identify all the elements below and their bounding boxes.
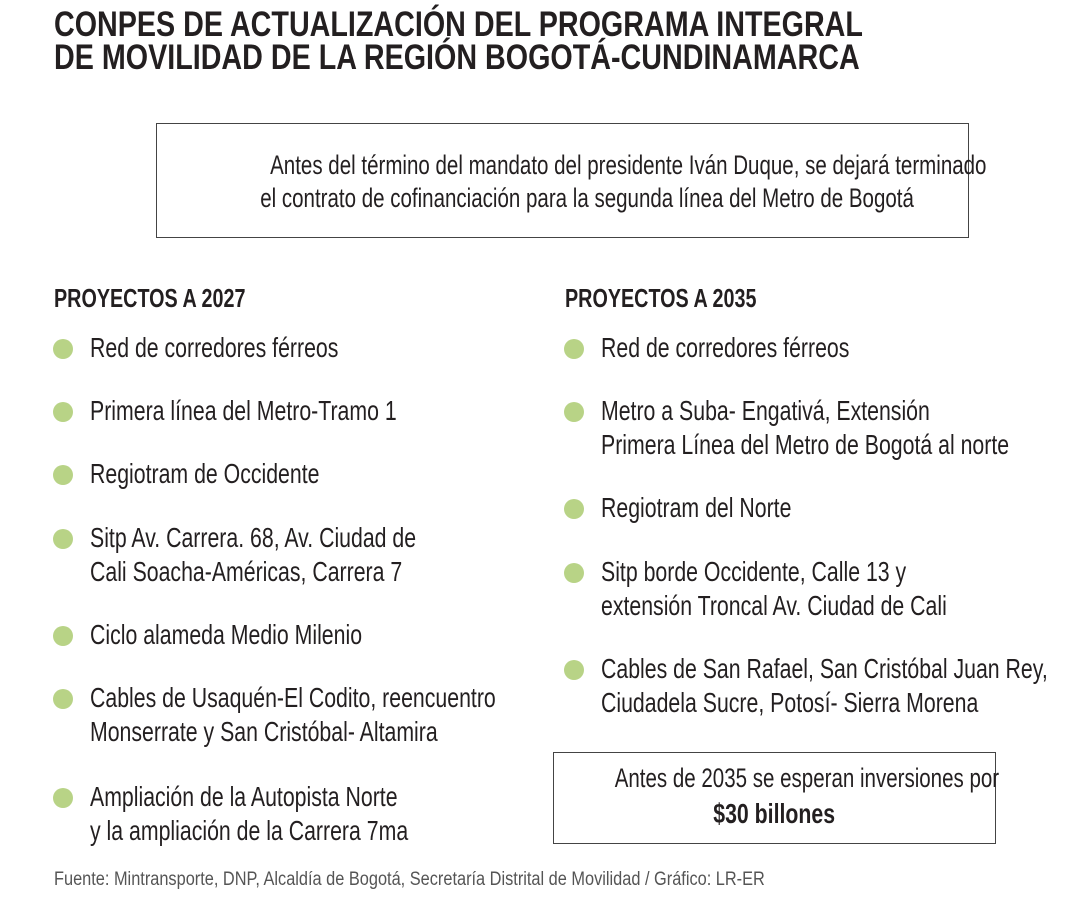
bullet-icon	[564, 660, 584, 680]
list-item: Primera línea del Metro-Tramo 1	[53, 394, 494, 428]
item-text: Ciudadela Sucre, Potosí- Sierra Morena	[601, 687, 979, 718]
bullet-icon	[564, 339, 584, 359]
bullet-icon	[564, 499, 584, 519]
item-text: Sitp borde Occidente, Calle 13 y	[601, 556, 907, 587]
list-item: Regiotram del Norte	[564, 491, 852, 525]
item-text: Ciclo alameda Medio Milenio	[90, 619, 363, 650]
list-item: Regiotram de Occidente	[53, 457, 392, 491]
list-item: Ciclo alameda Medio Milenio	[53, 618, 448, 652]
item-text: Primera Línea del Metro de Bogotá al nor…	[601, 429, 1010, 460]
note-line: el contrato de cofinanciación para la se…	[260, 183, 914, 213]
note-line: Antes del término del mandato del presid…	[270, 150, 987, 180]
item-text: Red de corredores férreos	[90, 332, 339, 363]
heading-text: PROYECTOS A 2035	[565, 283, 757, 313]
bullet-icon	[53, 529, 73, 549]
page-title: CONPES DE ACTUALIZACIÓN DEL PROGRAMA INT…	[54, 5, 1041, 77]
intro-note-box: Antes del término del mandato del presid…	[156, 123, 986, 238]
footer-text: Fuente: Mintransporte, DNP, Alcaldía de …	[54, 869, 765, 890]
bullet-icon	[53, 626, 73, 646]
item-text: Cali Soacha-Américas, Carrera 7	[90, 556, 403, 587]
investment-box: Antes de 2035 se esperan inversiones por…	[553, 752, 1000, 844]
item-text: Monserrate y San Cristóbal- Altamira	[90, 716, 438, 747]
investment-amount: $30 billones	[713, 798, 836, 829]
title-line: DE MOVILIDAD DE LA REGIÓN BOGOTÁ-CUNDINA…	[54, 38, 860, 77]
item-text: extensión Troncal Av. Ciudad de Cali	[601, 590, 947, 621]
list-item: Sitp borde Occidente, Calle 13 y extensió…	[564, 555, 1056, 623]
heading-2035: PROYECTOS A 2035	[565, 283, 817, 314]
list-item: Cables de Usaquén-El Codito, reencuentro…	[53, 681, 624, 749]
list-item: Red de corredores férreos	[53, 331, 417, 365]
bullet-icon	[53, 402, 73, 422]
bullet-icon	[53, 339, 73, 359]
list-item: Sitp Av. Carrera. 68, Av. Ciudad de Cali …	[53, 521, 519, 589]
bullet-icon	[564, 563, 584, 583]
item-text: Regiotram de Occidente	[90, 458, 320, 489]
bullet-icon	[564, 402, 584, 422]
bullet-icon	[53, 788, 73, 808]
item-text: Cables de San Rafael, San Cristóbal Juan…	[601, 653, 1048, 684]
list-item: Metro a Suba- Engativá, Extensión Primera…	[564, 394, 1080, 462]
item-text: Red de corredores férreos	[601, 332, 850, 363]
list-item: Red de corredores férreos	[564, 331, 928, 365]
list-item: Cables de San Rafael, San Cristóbal Juan…	[564, 652, 1080, 720]
item-text: Regiotram del Norte	[601, 492, 792, 523]
source-footer: Fuente: Mintransporte, DNP, Alcaldía de …	[54, 869, 881, 891]
bullet-icon	[53, 465, 73, 485]
item-text: y la ampliación de la Carrera 7ma	[90, 815, 409, 846]
item-text: Ampliación de la Autopista Norte	[90, 781, 398, 812]
list-item: Ampliación de la Autopista Norte y la amp…	[53, 780, 509, 848]
title-line: CONPES DE ACTUALIZACIÓN DEL PROGRAMA INT…	[54, 5, 863, 44]
investment-text: Antes de 2035 se esperan inversiones por	[614, 763, 1000, 793]
item-text: Metro a Suba- Engativá, Extensión	[601, 395, 930, 426]
item-text: Cables de Usaquén-El Codito, reencuentro	[90, 682, 496, 713]
bullet-icon	[53, 689, 73, 709]
item-text: Sitp Av. Carrera. 68, Av. Ciudad de	[90, 522, 417, 553]
item-text: Primera línea del Metro-Tramo 1	[90, 395, 397, 426]
heading-text: PROYECTOS A 2027	[54, 283, 246, 313]
heading-2027: PROYECTOS A 2027	[54, 283, 306, 314]
